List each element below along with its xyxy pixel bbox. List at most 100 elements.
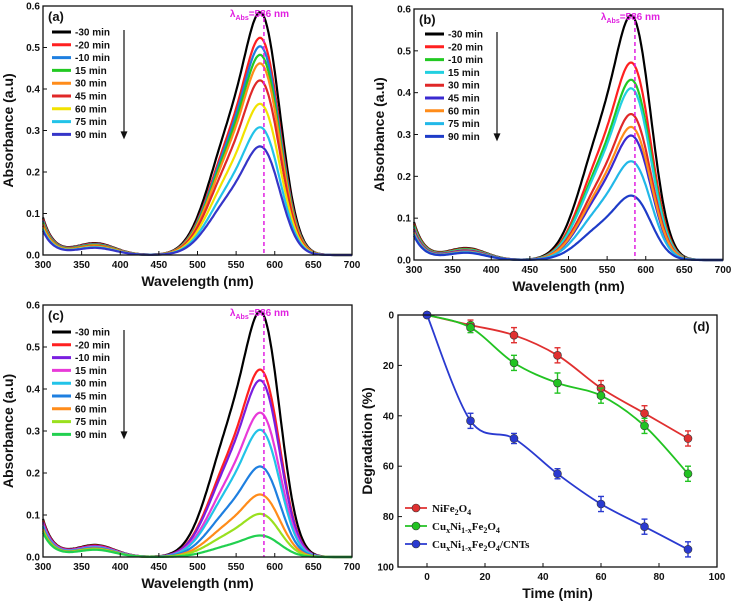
- x-tick-label: 600: [266, 562, 283, 573]
- data-point: [640, 408, 649, 418]
- y-tick-label: 0.1: [26, 209, 40, 220]
- peak-annotation: λAbs=586 nm: [601, 12, 660, 25]
- x-tick-label: 300: [35, 562, 52, 573]
- x-tick-label: 500: [560, 265, 577, 276]
- y-axis-title: Absorbance (a.u): [0, 73, 16, 187]
- x-axis-title: Time (min): [522, 585, 593, 601]
- y-tick-label: 0: [388, 311, 394, 322]
- data-point: [509, 434, 519, 443]
- x-tick-label: 350: [444, 265, 461, 276]
- y-tick-label: 60: [383, 462, 395, 473]
- panel-b: λAbs=586 nm 300 350 400 450 500 550 600 650 700 0.…: [371, 5, 731, 295]
- x-tick-label: 550: [599, 265, 616, 276]
- x-tick-label: 500: [189, 260, 206, 271]
- legend-marker: [411, 521, 421, 531]
- peak-annotation: λAbs=586 nm: [230, 9, 289, 22]
- x-tick-label: 400: [112, 562, 129, 573]
- legend-label: 60 min: [75, 404, 107, 415]
- legend-marker: [411, 539, 421, 549]
- x-tick-label: 20: [479, 572, 491, 583]
- x-tick-label: 600: [637, 265, 654, 276]
- x-tick-label: 650: [305, 260, 322, 271]
- x-tick-label: 80: [653, 572, 665, 583]
- y-tick-label: 0.0: [397, 256, 411, 267]
- x-tick-label: 350: [73, 260, 90, 271]
- x-tick-label: 650: [305, 562, 322, 573]
- x-axis-title: Wavelength (nm): [512, 278, 624, 294]
- y-tick-label: 0.1: [397, 214, 411, 225]
- legend-label: 30 min: [448, 81, 480, 92]
- x-tick-label: 700: [344, 562, 361, 573]
- x-tick-label: 600: [266, 260, 283, 271]
- x-tick-label: 450: [522, 265, 539, 276]
- legend-label: 45 min: [75, 392, 107, 403]
- y-tick-label: 0.4: [26, 85, 40, 96]
- y-tick-label: 0.6: [26, 301, 40, 312]
- x-tick-label: 400: [483, 265, 500, 276]
- data-point: [466, 416, 475, 426]
- legend-label: 75 min: [448, 119, 480, 130]
- y-axis-title: Degradation (%): [359, 387, 375, 494]
- panel-c: λAbs=586 nm 300 350 400 450 500 550 600 650 700 0.…: [0, 301, 361, 592]
- legend-label: 15 min: [75, 66, 107, 77]
- legend-label: 90 min: [448, 132, 480, 143]
- y-tick-label: 100: [377, 563, 394, 574]
- y-tick-label: 0.5: [397, 46, 411, 57]
- y-axis-title: Absorbance (a.u): [0, 374, 16, 488]
- panel-label: (c): [48, 308, 64, 323]
- y-tick-label: 0.6: [397, 5, 411, 16]
- legend-label: 45 min: [75, 92, 107, 103]
- legend-label: -20 min: [75, 340, 110, 351]
- legend-arrow-head: [493, 133, 501, 142]
- x-tick-label: 450: [151, 562, 168, 573]
- data-point: [553, 469, 562, 479]
- legend-label: 75 min: [75, 417, 107, 428]
- legend-label: -30 min: [448, 30, 483, 41]
- spectrum-line: [42, 145, 352, 257]
- y-tick-label: 0.2: [26, 168, 40, 179]
- data-point: [640, 522, 649, 531]
- spectrum-line: [412, 134, 723, 262]
- data-point: [596, 499, 606, 509]
- data-point: [596, 391, 606, 400]
- x-tick-label: 450: [151, 260, 168, 271]
- legend-marker: [411, 503, 421, 513]
- y-tick-label: 0.3: [397, 130, 411, 141]
- legend-label: -30 min: [75, 28, 110, 39]
- data-point: [509, 358, 519, 368]
- x-tick-label: 350: [73, 562, 90, 573]
- legend-label: 60 min: [75, 104, 107, 115]
- panel-label: (b): [419, 12, 436, 27]
- x-tick-label: 700: [344, 260, 361, 271]
- spectrum-line: [41, 126, 352, 257]
- legend-label: CuxNi1-xFe2O4: [432, 521, 500, 535]
- legend-label: -30 min: [75, 328, 110, 339]
- spectrum-line: [412, 160, 723, 262]
- y-tick-label: 0.4: [26, 385, 40, 396]
- legend-label: -20 min: [448, 42, 483, 53]
- data-point: [683, 469, 693, 479]
- legend-label: -10 min: [448, 55, 483, 66]
- panel-a: λAbs=586 nm 300 350 400 450 500 550 600 650 700 0.…: [0, 2, 361, 290]
- y-tick-label: 0.5: [26, 43, 40, 54]
- spectrum-line: [41, 428, 352, 559]
- x-tick-label: 700: [715, 265, 731, 276]
- peak-annotation: λAbs=586 nm: [230, 308, 289, 321]
- x-axis-title: Wavelength (nm): [141, 575, 253, 591]
- x-tick-label: 300: [406, 265, 423, 276]
- legend-label: 15 min: [75, 366, 107, 377]
- plot-frame: [397, 314, 718, 568]
- legend-label: 60 min: [448, 106, 480, 117]
- data-point: [466, 323, 475, 332]
- degradation-line: [426, 314, 689, 475]
- panel-d: 0 20 40 60 80 100 0 20 40 60 80 100 Time (min) Degrad…: [359, 311, 726, 602]
- legend-arrow-head: [120, 431, 128, 440]
- legend-label: 30 min: [75, 79, 107, 90]
- spectrum-line: [412, 125, 723, 262]
- data-point: [640, 421, 649, 431]
- y-tick-label: 0.0: [26, 553, 40, 564]
- x-tick-label: 300: [35, 260, 52, 271]
- x-tick-label: 550: [228, 562, 245, 573]
- x-tick-label: 0: [424, 572, 430, 583]
- y-tick-label: 0.5: [26, 343, 40, 354]
